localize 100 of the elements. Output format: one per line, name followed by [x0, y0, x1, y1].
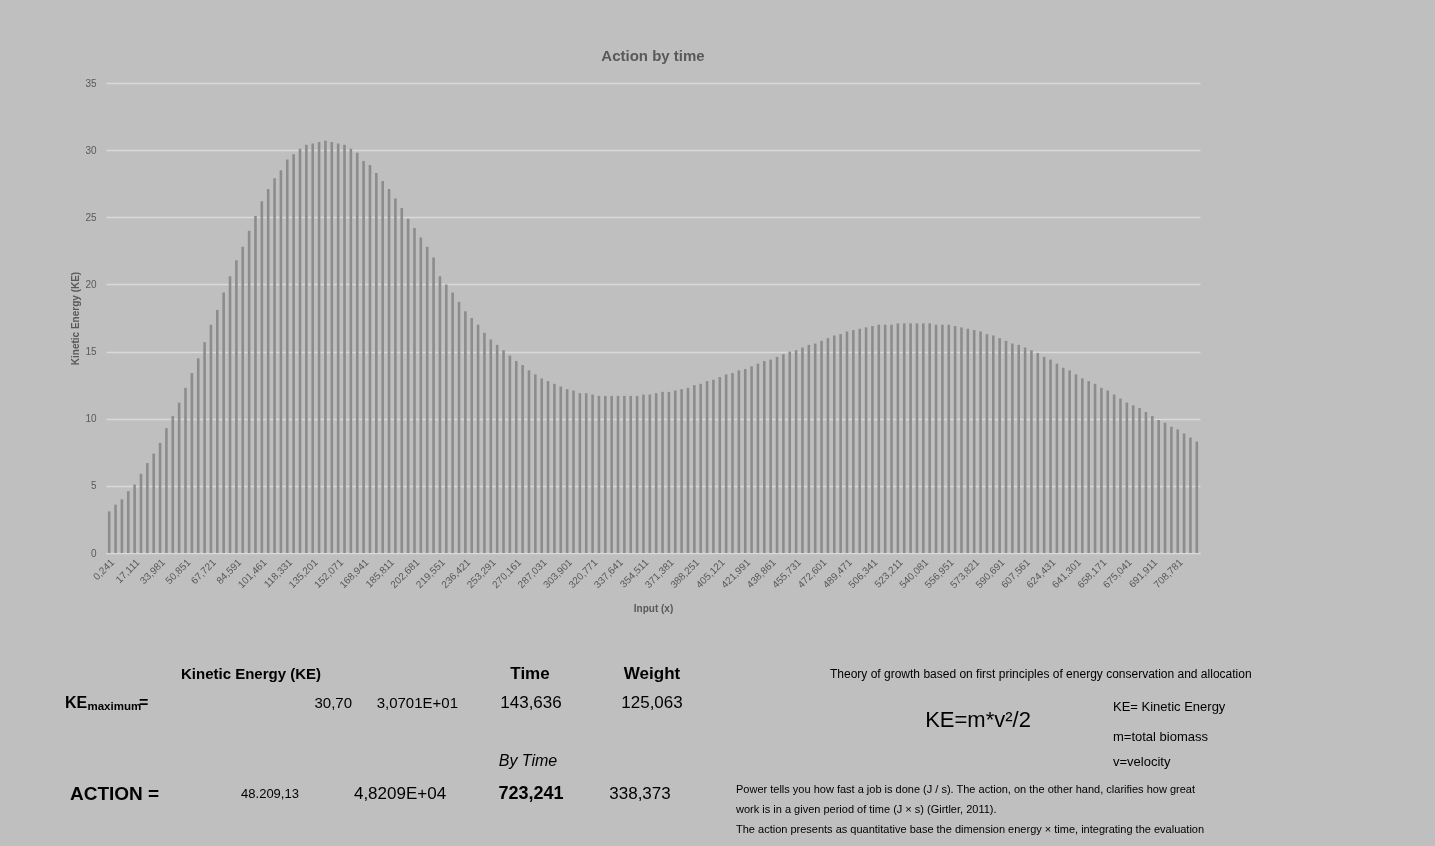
text: 4,8209E+04	[353, 784, 447, 803]
bar	[114, 504, 117, 553]
text: Kinetic Energy (KE)	[180, 665, 322, 682]
bar	[324, 140, 327, 553]
text: By Time	[498, 752, 558, 769]
bar	[394, 198, 397, 553]
bar	[203, 342, 206, 553]
bar	[1119, 398, 1122, 553]
bar	[305, 144, 308, 553]
bar	[470, 318, 474, 553]
bar	[871, 326, 874, 553]
text: 338,373	[609, 784, 671, 803]
text: m=total biomass	[1113, 729, 1209, 744]
bar	[381, 181, 384, 553]
bar	[890, 324, 893, 553]
bar	[902, 323, 906, 553]
text: Power tells you how fast a job is done (J / s). The action, on the other hand, clarifies how great	[736, 783, 1195, 795]
y-tick-label: 30	[85, 144, 97, 156]
bar	[413, 228, 416, 553]
bar	[731, 373, 734, 553]
bar	[184, 387, 187, 553]
bar	[216, 309, 219, 553]
bar	[839, 334, 842, 553]
bar	[979, 331, 982, 553]
bar	[928, 323, 931, 553]
bar	[355, 152, 359, 553]
bar	[801, 347, 804, 553]
bar	[171, 416, 175, 553]
text: 3,0701E+01	[376, 694, 458, 711]
bar	[832, 335, 836, 553]
y-tick-label: 20	[85, 278, 97, 290]
y-tick-label: 25	[85, 211, 97, 223]
bar	[763, 360, 766, 553]
text: KE=m*v²/2	[925, 707, 1031, 732]
text: Time	[510, 664, 550, 683]
bar	[972, 330, 976, 553]
text: 48.209,13	[241, 786, 299, 801]
bar	[743, 369, 747, 553]
bar	[451, 292, 454, 553]
bar	[146, 463, 149, 553]
bar	[782, 354, 785, 553]
bar	[362, 160, 365, 553]
bar	[534, 374, 537, 553]
bar	[998, 338, 1001, 553]
bar	[1100, 387, 1103, 553]
bar	[235, 260, 238, 553]
bar	[788, 351, 792, 553]
bar	[584, 393, 588, 553]
y-tick-label: 5	[90, 480, 97, 492]
bar	[610, 395, 613, 553]
bar	[1151, 416, 1154, 553]
bar	[661, 391, 664, 553]
bar	[311, 143, 315, 553]
bar	[165, 428, 168, 553]
bar	[1189, 437, 1192, 553]
y-tick-label: 15	[85, 346, 97, 358]
text: work is in a given period of time (J × s) (Girtler, 2011).	[735, 803, 997, 815]
text: The action presents as quantitative base the dimension energy × time, integrating the evaluation	[736, 823, 1205, 835]
bar	[514, 360, 518, 553]
bar	[1049, 359, 1052, 553]
bar	[623, 395, 626, 553]
bar	[330, 142, 334, 553]
bar	[343, 144, 346, 553]
bar	[680, 389, 683, 553]
bar	[604, 395, 607, 553]
bar	[285, 159, 289, 553]
bar	[922, 323, 925, 553]
bar	[693, 385, 696, 553]
bar	[960, 327, 963, 553]
bar	[540, 378, 543, 553]
bar	[1157, 420, 1160, 553]
bar	[1170, 426, 1173, 553]
bar	[718, 377, 722, 553]
bar	[947, 324, 951, 553]
bar	[712, 379, 715, 553]
bar	[375, 172, 378, 553]
bar	[222, 292, 225, 553]
bar	[126, 491, 130, 553]
text: Theory of growth based on first principles of energy conservation and allocation	[830, 667, 1252, 681]
bar	[852, 330, 855, 553]
text: 723,241	[498, 783, 564, 803]
y-axis-title: Kinetic Energy (KE)	[70, 271, 82, 366]
bar	[133, 484, 136, 553]
bar	[673, 390, 677, 553]
bar	[750, 366, 753, 553]
bar	[444, 284, 448, 553]
bar	[1131, 405, 1135, 553]
bar	[559, 386, 563, 553]
x-axis-title: Input (x)	[633, 603, 674, 615]
bar	[1017, 344, 1021, 553]
bar	[273, 178, 276, 553]
y-tick-label: 35	[85, 77, 97, 89]
bar	[400, 207, 404, 553]
bar	[1138, 407, 1141, 553]
chart-title: Action by time	[601, 47, 705, 64]
bar	[1106, 390, 1110, 553]
bar	[1030, 350, 1033, 553]
bar	[241, 246, 245, 553]
text: 125,063	[621, 693, 683, 712]
text: ACTION =	[70, 783, 160, 804]
